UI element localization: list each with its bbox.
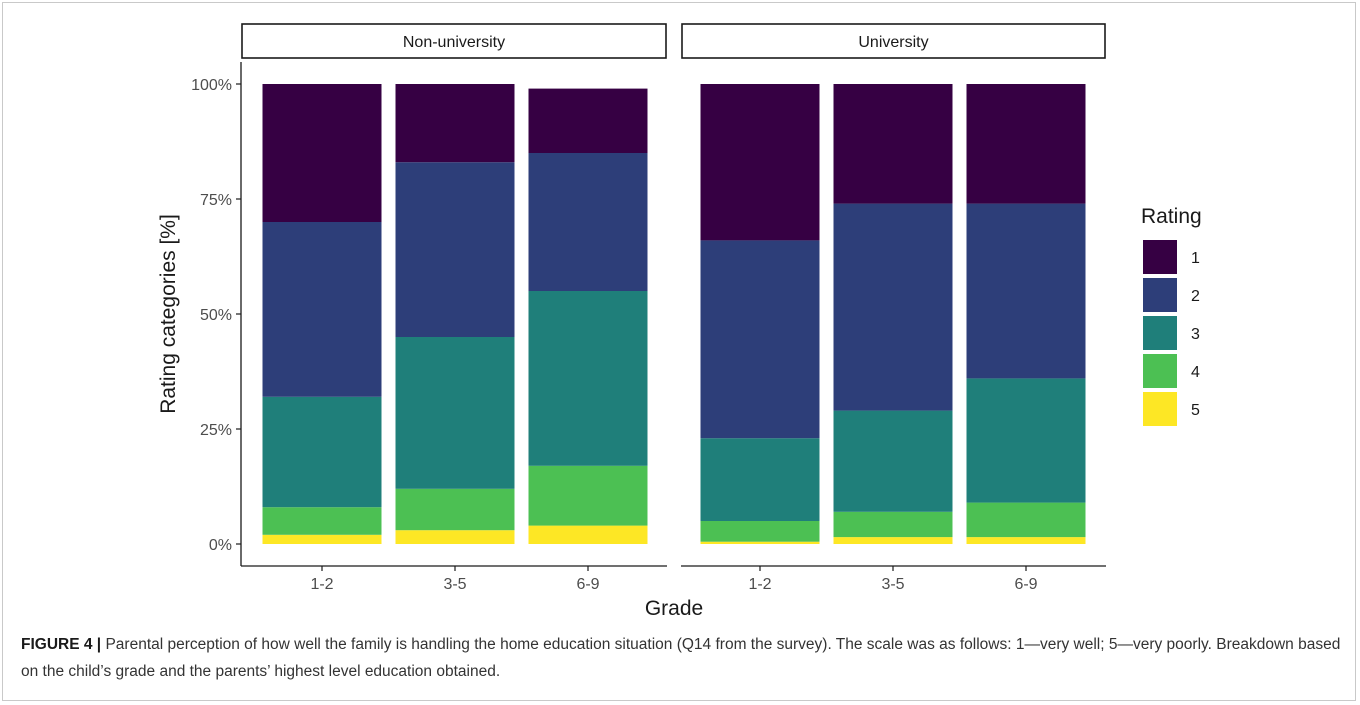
bar-segment	[262, 222, 382, 397]
bar-segment	[528, 153, 648, 291]
x-tick-label: 3-5	[443, 576, 466, 593]
bar-segment	[700, 84, 820, 241]
legend-swatch	[1143, 354, 1177, 388]
facet-label: Non-university	[403, 34, 505, 51]
bar-segment	[966, 84, 1086, 204]
bar-segment	[262, 507, 382, 535]
bar-segment	[833, 511, 953, 538]
bar-segment	[966, 537, 1086, 544]
bar-segment	[528, 465, 648, 526]
y-axis-title: Rating categories [%]	[157, 214, 180, 414]
legend-swatch	[1143, 316, 1177, 350]
x-tick-label: 1-2	[748, 576, 771, 593]
bar-segment	[528, 525, 648, 544]
y-tick-label: 75%	[200, 192, 232, 209]
bar-segment	[833, 84, 953, 204]
bar-segment	[262, 396, 382, 508]
facet-strip	[241, 23, 667, 59]
bar-segment	[966, 502, 1086, 538]
legend-swatch	[1143, 278, 1177, 312]
stacked-bar-chart: Non-university University 0% 25% 50% 75% 100%…	[157, 23, 1202, 620]
bar-segment	[700, 438, 820, 521]
legend-label: 2	[1191, 288, 1200, 305]
bar-segment	[833, 410, 953, 512]
bar-segment	[395, 530, 515, 544]
bar-segment	[395, 337, 515, 489]
bar-segment	[262, 534, 382, 544]
x-tick-label: 3-5	[881, 576, 904, 593]
legend-title: Rating	[1141, 205, 1202, 228]
legend-swatch	[1143, 240, 1177, 274]
caption-text: Parental perception of how well the fami…	[21, 636, 1341, 680]
bar-segment	[395, 162, 515, 337]
facet-label: University	[858, 34, 928, 51]
facet-strip	[681, 23, 1106, 59]
bar-segment	[395, 488, 515, 531]
x-axis-title: Grade	[645, 597, 703, 620]
legend-label: 4	[1191, 364, 1200, 381]
bar-segment	[966, 203, 1086, 379]
bar-segment	[262, 84, 382, 222]
y-tick-label: 25%	[200, 422, 232, 439]
y-tick-label: 50%	[200, 307, 232, 324]
bar-segment	[395, 84, 515, 163]
bar-segment	[700, 541, 820, 544]
legend-label: 5	[1191, 402, 1200, 419]
bar-segment	[700, 240, 820, 439]
bar-segment	[833, 203, 953, 411]
x-tick-label: 6-9	[576, 576, 599, 593]
y-tick-label: 100%	[191, 77, 232, 94]
y-tick-label: 0%	[209, 537, 232, 554]
bar-segment	[528, 291, 648, 466]
legend-label: 3	[1191, 326, 1200, 343]
bar-segment	[700, 521, 820, 542]
legend-label: 1	[1191, 250, 1200, 267]
bar-segment	[528, 88, 648, 153]
caption-label: FIGURE 4 |	[21, 636, 102, 653]
legend-swatch	[1143, 392, 1177, 426]
bar-segment	[833, 537, 953, 544]
x-tick-label: 6-9	[1014, 576, 1037, 593]
figure-caption: FIGURE 4 | Parental perception of how we…	[21, 631, 1341, 685]
x-tick-label: 1-2	[310, 576, 333, 593]
bar-segment	[966, 378, 1086, 503]
